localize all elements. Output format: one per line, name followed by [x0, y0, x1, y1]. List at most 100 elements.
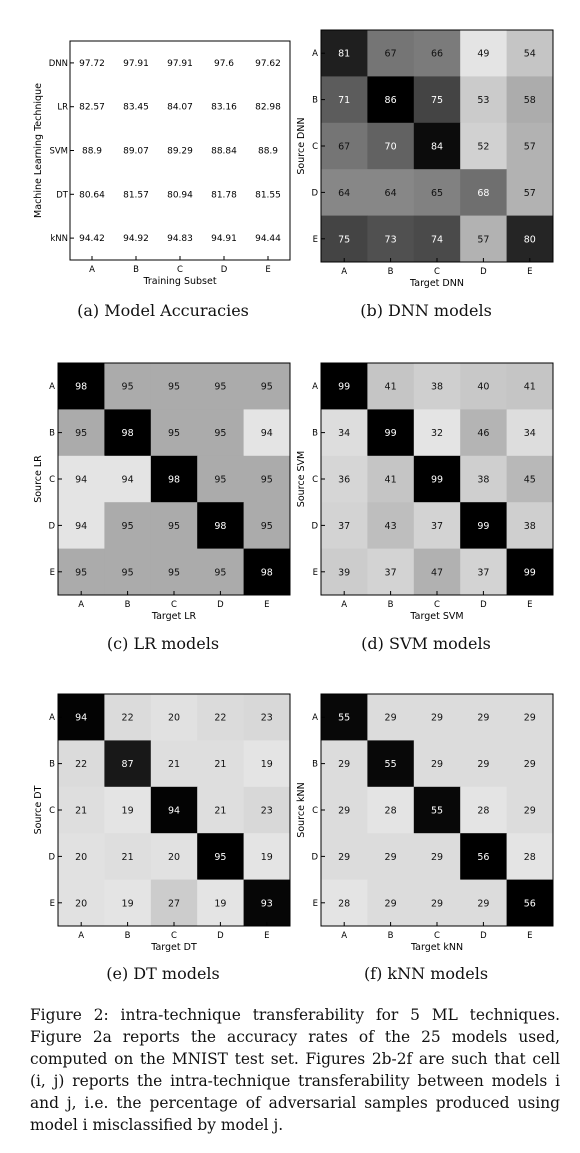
- y-tick-label: A: [49, 713, 55, 723]
- heatmap-cell: [58, 502, 105, 549]
- cell-value: 94.91: [211, 234, 237, 244]
- cell-value: 29: [431, 759, 443, 770]
- cell-value: 95: [122, 567, 134, 578]
- x-tick-label: B: [388, 931, 394, 941]
- heatmap-cell: [197, 786, 244, 834]
- cell-value: 64: [385, 188, 397, 199]
- heatmap-cell: [367, 502, 415, 549]
- heatmap-cell: [460, 879, 507, 927]
- heatmap-cell: [243, 833, 291, 880]
- cell-value: 97.6: [214, 59, 234, 69]
- y-tick-label: B: [312, 429, 318, 439]
- heatmap-cell: [413, 169, 461, 216]
- cell-value: 40: [477, 382, 489, 393]
- heatmap-cell: [367, 833, 415, 880]
- y-tick-label: A: [312, 382, 318, 392]
- heatmap-cell: [321, 502, 368, 549]
- heatmap-cell: [104, 694, 152, 741]
- cell-value: 52: [477, 142, 489, 153]
- heatmap-cell: [367, 740, 415, 788]
- x-tick-label: E: [265, 265, 270, 275]
- cell-value: 41: [385, 382, 397, 393]
- heatmap-cell: [150, 694, 198, 741]
- x-tick-label: E: [527, 267, 532, 277]
- cell-value: 28: [477, 806, 489, 817]
- cell-value: 94: [122, 475, 134, 486]
- heatmap-cell: [367, 786, 415, 834]
- cell-value: 46: [477, 428, 489, 439]
- subcaption-e: (e) DT models: [106, 964, 220, 983]
- cell-value: 38: [524, 521, 536, 532]
- cell-value: 21: [214, 806, 226, 817]
- cell-value: 27: [168, 898, 180, 909]
- cell-value: 53: [477, 95, 489, 106]
- x-tick-label: E: [264, 600, 269, 610]
- cell-value: 81.55: [255, 190, 281, 200]
- cell-value: 82.98: [255, 103, 281, 113]
- cell-value: 95: [168, 567, 180, 578]
- heatmap-cell: [321, 122, 368, 170]
- cell-value: 29: [338, 759, 350, 770]
- x-tick-label: C: [434, 600, 440, 610]
- cell-value: 20: [168, 713, 180, 724]
- x-tick-label: C: [171, 931, 177, 941]
- cell-value: 22: [75, 759, 87, 770]
- cell-value: 21: [122, 852, 134, 863]
- cell-value: 99: [477, 521, 489, 532]
- cell-value: 57: [524, 188, 536, 199]
- heatmap-cell: [413, 76, 461, 124]
- cell-value: 95: [75, 428, 87, 439]
- heatmap-cell: [150, 409, 198, 457]
- y-tick-label: B: [49, 429, 55, 439]
- x-tick-label: A: [78, 931, 84, 941]
- cell-value: 95: [168, 382, 180, 393]
- cell-value: 66: [431, 49, 443, 60]
- y-tick-label: D: [311, 521, 318, 531]
- heatmap-cell: [321, 30, 368, 77]
- cell-value: 29: [477, 713, 489, 724]
- heatmap-cell: [321, 786, 368, 834]
- x-tick-label: D: [221, 265, 228, 275]
- heatmap-cell: [243, 363, 291, 410]
- cell-value: 98: [261, 567, 273, 578]
- heatmap-cell: [150, 455, 198, 503]
- x-tick-label: C: [434, 931, 440, 941]
- row-label: DT: [56, 190, 69, 200]
- y-tick-label: A: [312, 713, 318, 723]
- panel-c: 98 95 95 95 95 95 98 95 95 94 94 94 98 95 95 94 95 95 98 95…: [33, 362, 291, 622]
- heatmap-cell: [197, 740, 244, 788]
- heatmap-cell: [150, 833, 198, 880]
- cell-value: 95: [261, 475, 273, 486]
- y-tick-label: A: [49, 382, 55, 392]
- heatmap-cell: [367, 363, 415, 410]
- cell-value: 67: [385, 49, 397, 60]
- heatmap-cell: [367, 879, 415, 927]
- cell-value: 81.57: [123, 190, 149, 200]
- heatmap-cell: [506, 786, 554, 834]
- cell-value: 29: [524, 759, 536, 770]
- heatmap-cell: [104, 879, 152, 927]
- heatmap-cell: [367, 548, 415, 596]
- cell-value: 19: [261, 759, 273, 770]
- heatmap-cell: [367, 76, 415, 124]
- cell-value: 55: [385, 759, 397, 770]
- heatmap-cell: [460, 455, 507, 503]
- cell-value: 29: [524, 806, 536, 817]
- heatmap-cell: [243, 694, 291, 741]
- cell-value: 98: [214, 521, 226, 532]
- heatmap-cell: [460, 169, 507, 216]
- subcaption-a: (a) Model Accuracies: [77, 301, 249, 320]
- cell-value: 95: [261, 382, 273, 393]
- subcaption-b: (b) DNN models: [360, 301, 492, 320]
- heatmap-cell: [460, 833, 507, 880]
- row-label: LR: [57, 103, 68, 113]
- heatmap-cell: [58, 455, 105, 503]
- y-axis-label: Source LR: [33, 455, 44, 503]
- cell-value: 20: [75, 898, 87, 909]
- cell-value: 32: [431, 428, 443, 439]
- heatmap-cell: [506, 215, 554, 263]
- cell-value: 81: [338, 49, 350, 60]
- cell-value: 82.57: [79, 103, 105, 113]
- cell-value: 37: [431, 521, 443, 532]
- y-axis-label: Source kNN: [296, 782, 307, 837]
